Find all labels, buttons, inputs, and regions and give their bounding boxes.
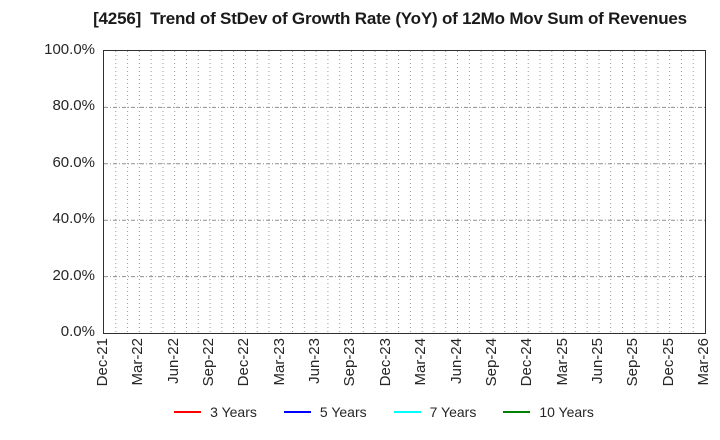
legend-line-swatch bbox=[174, 411, 202, 413]
legend-label: 5 Years bbox=[319, 404, 367, 420]
y-tick-label: 20.0% bbox=[52, 266, 95, 284]
x-tick-label: Jun-23 bbox=[306, 338, 324, 384]
x-tick-label: Dec-23 bbox=[376, 338, 394, 387]
x-tick-label: Jun-22 bbox=[164, 338, 182, 384]
legend: 3 Years 5 Years 7 Years 10 Years bbox=[48, 404, 720, 420]
legend-label: 3 Years bbox=[210, 404, 257, 420]
chart-title: [4256] Trend of StDev of Growth Rate (Yo… bbox=[93, 9, 687, 28]
y-tick-label: 80.0% bbox=[52, 97, 95, 115]
x-tick-label: Dec-24 bbox=[518, 338, 536, 387]
x-tick-label: Sep-23 bbox=[341, 338, 359, 387]
y-tick-label: 40.0% bbox=[52, 210, 95, 228]
legend-item: 3 Years bbox=[174, 404, 257, 420]
legend-line-swatch bbox=[393, 411, 421, 413]
legend-item: 7 Years bbox=[393, 404, 477, 420]
grid-lines bbox=[104, 51, 705, 333]
x-tick-label: Dec-21 bbox=[94, 338, 111, 387]
y-tick-label: 100.0% bbox=[44, 41, 95, 58]
legend-item: 5 Years bbox=[283, 404, 367, 420]
x-tick-label: Dec-25 bbox=[659, 338, 677, 387]
x-tick-label: Sep-22 bbox=[200, 338, 218, 387]
x-tick-label: Jun-25 bbox=[588, 338, 606, 384]
y-tick-label: 60.0% bbox=[52, 153, 95, 171]
x-tick-label: Sep-25 bbox=[624, 338, 642, 387]
legend-item: 10 Years bbox=[503, 404, 594, 420]
x-tick-label: Jun-24 bbox=[447, 338, 465, 384]
x-tick-label: Sep-24 bbox=[482, 338, 500, 387]
x-tick-label: Mar-26 bbox=[695, 338, 712, 386]
x-tick-label: Dec-22 bbox=[235, 338, 253, 387]
x-tick-label: Mar-22 bbox=[129, 338, 147, 386]
plot-area bbox=[103, 50, 706, 334]
x-tick-label: Mar-24 bbox=[412, 338, 430, 386]
x-tick-label: Mar-23 bbox=[270, 338, 288, 386]
legend-line-swatch bbox=[283, 411, 311, 413]
x-tick-label: Mar-25 bbox=[553, 338, 571, 386]
y-tick-label: 0.0% bbox=[60, 323, 95, 340]
legend-line-swatch bbox=[503, 411, 531, 413]
legend-label: 7 Years bbox=[429, 404, 477, 420]
legend-label: 10 Years bbox=[539, 404, 594, 420]
